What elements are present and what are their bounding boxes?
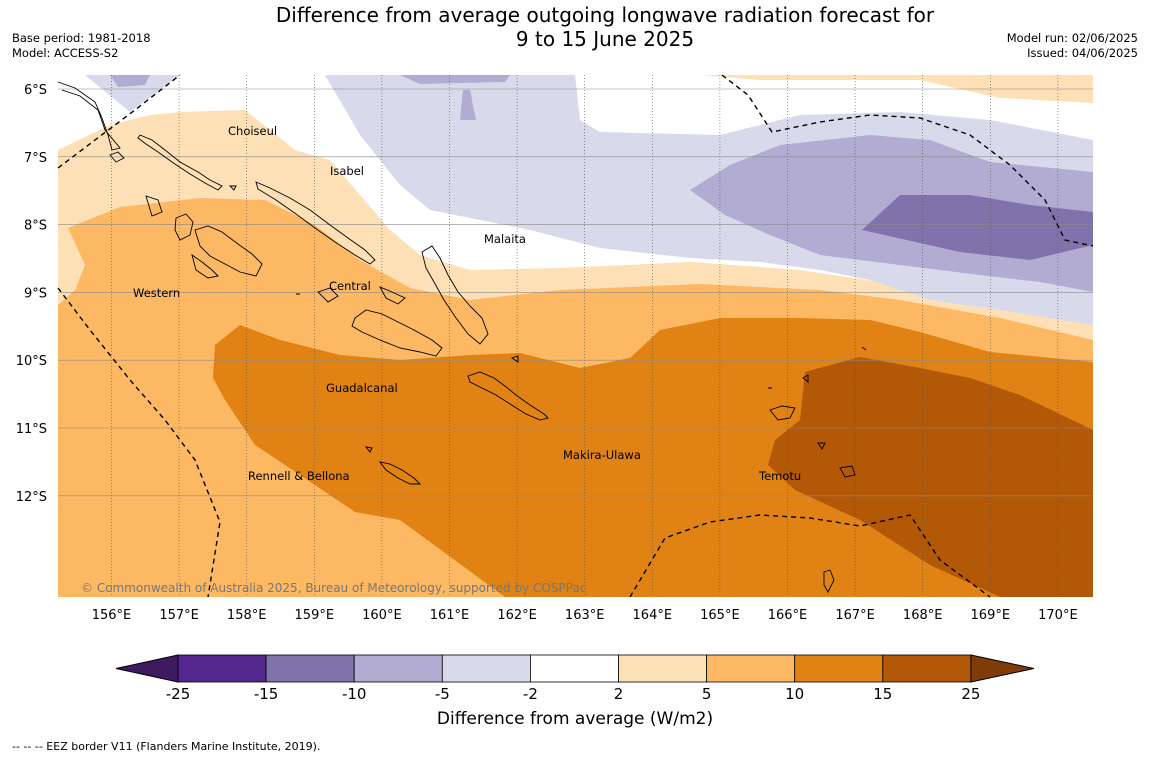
colorbar-ticks: -25 -15 -10 -5 -2 2 5 10 15 25 (166, 685, 981, 703)
eez-northeast (721, 74, 1094, 247)
lat-label: 9°S (24, 286, 47, 301)
colorbar-tick-label: -15 (254, 685, 279, 703)
footnote: -- -- -- EEZ border V11 (Flanders Marine… (12, 740, 321, 753)
region-label-guadalcanal: Guadalcanal (326, 381, 398, 395)
colorbar-segment (530, 654, 619, 683)
region-label-isabel: Isabel (330, 164, 364, 178)
coastlines (57, 81, 867, 593)
eez-borders (57, 74, 1094, 598)
lat-label: 6°S (24, 83, 47, 98)
lon-label: 167°E (835, 608, 875, 623)
anomaly-field (58, 75, 1093, 597)
santa-cruz-coast (768, 346, 867, 478)
band-neg5-neg10-top (400, 75, 510, 84)
colorbar-tick-label: -2 (523, 685, 538, 703)
colorbar: -25 -15 -10 -5 -2 2 5 10 15 25 (115, 654, 1035, 703)
colorbar-tick-label: 25 (961, 685, 980, 703)
lon-label: 164°E (633, 608, 673, 623)
lon-label: 169°E (971, 608, 1011, 623)
colorbar-extend-high (970, 654, 1035, 683)
gridlines (58, 75, 1093, 597)
lon-label: 162°E (497, 608, 537, 623)
map: © Commonwealth of Australia 2025, Bureau… (16, 74, 1094, 623)
title-line-2: 9 to 15 June 2025 (515, 27, 695, 51)
region-labels: Choiseul Isabel Malaita Western Central … (133, 124, 801, 483)
lon-label: 170°E (1038, 608, 1078, 623)
latitude-labels: 6°S 7°S 8°S 9°S 10°S 11°S 12°S (16, 83, 47, 505)
lat-label: 11°S (16, 422, 47, 437)
lon-label: 158°E (227, 608, 267, 623)
model-name: Model: ACCESS-S2 (12, 46, 119, 60)
region-label-temotu: Temotu (758, 469, 801, 483)
region-label-choiseul: Choiseul (228, 124, 277, 138)
colorbar-segments (115, 654, 1035, 683)
region-label-western: Western (133, 286, 180, 300)
lon-label: 160°E (362, 608, 402, 623)
colorbar-segment (618, 654, 707, 683)
rennell-coast (364, 446, 422, 485)
lat-label: 10°S (16, 354, 47, 369)
lat-label: 7°S (24, 151, 47, 166)
issued-date: Issued: 04/06/2025 (1027, 46, 1138, 60)
band-neg5-neg10-spike (460, 90, 476, 120)
colorbar-tick-label: 15 (873, 685, 892, 703)
model-run: Model run: 02/06/2025 (1006, 31, 1138, 45)
band-neg10-neg15 (862, 195, 1093, 260)
band-15-25 (768, 357, 1093, 597)
title-line-1: Difference from average outgoing longwav… (275, 3, 935, 27)
colorbar-tick-label: -5 (435, 685, 450, 703)
longitude-labels: 156°E 157°E 158°E 159°E 160°E 161°E 162°E 163°E… (92, 608, 1078, 623)
colorbar-segment (353, 654, 443, 683)
eez-southeast (629, 514, 991, 598)
colorbar-tick-label: 5 (702, 685, 712, 703)
base-period: Base period: 1981-2018 (12, 31, 151, 45)
copyright-text: © Commonwealth of Australia 2025, Bureau… (81, 581, 586, 595)
lon-label: 157°E (159, 608, 199, 623)
lon-label: 168°E (903, 608, 943, 623)
meta-right: Model run: 02/06/2025 Issued: 04/06/2025 (1007, 31, 1138, 61)
colorbar-tick-label: -25 (166, 685, 191, 703)
lat-label: 12°S (16, 490, 47, 505)
lon-label: 156°E (92, 608, 132, 623)
guadalcanal-coast (351, 309, 443, 357)
lon-label: 159°E (295, 608, 335, 623)
colorbar-tick-label: 10 (785, 685, 804, 703)
colorbar-segment (265, 654, 355, 683)
colorbar-segment (441, 654, 531, 683)
colorbar-tick-label: -10 (342, 685, 367, 703)
isabel-coast (255, 181, 376, 265)
colorbar-segment (882, 654, 972, 683)
region-label-makira-ulawa: Makira-Ulawa (563, 448, 641, 462)
new-georgia-coast (145, 195, 263, 279)
lon-label: 165°E (700, 608, 740, 623)
colorbar-segment (177, 654, 267, 683)
lon-label: 166°E (768, 608, 808, 623)
malaita-coast (421, 245, 489, 345)
colorbar-segment (794, 654, 884, 683)
bougainville-coast (57, 81, 121, 151)
shortland-coast (109, 151, 300, 295)
chart-title: Difference from average outgoing longwav… (150, 3, 1060, 51)
band-2-5-topright (700, 75, 1093, 103)
band-neg5-neg10-topleft (110, 75, 150, 87)
choiseul-coast (137, 134, 223, 191)
colorbar-segment (706, 654, 796, 683)
colorbar-tick-label: 2 (614, 685, 624, 703)
florida-islands-coast (317, 286, 406, 305)
region-label-rennell-bellona: Rennell & Bellona (248, 469, 350, 483)
vanikoro-coast (823, 569, 835, 593)
region-label-central: Central (329, 279, 371, 293)
lon-label: 161°E (430, 608, 470, 623)
region-label-malaita: Malaita (484, 232, 526, 246)
colorbar-title: Difference from average (W/m2) (436, 709, 714, 729)
band-neg2-neg5-topleft (85, 75, 180, 112)
meta-left: Base period: 1981-2018 Model: ACCESS-S2 (12, 31, 151, 61)
lon-label: 163°E (565, 608, 605, 623)
lat-label: 8°S (24, 219, 47, 234)
colorbar-extend-low (115, 654, 179, 683)
makira-coast (467, 355, 549, 421)
